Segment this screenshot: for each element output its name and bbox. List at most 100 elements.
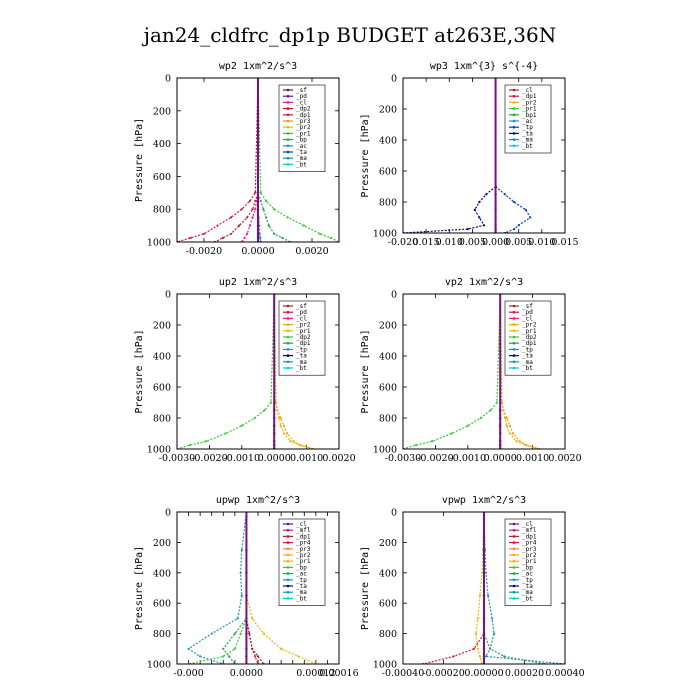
- vpwp-legend-marker: [512, 535, 516, 538]
- wp2-ytick-label: 800: [153, 205, 171, 216]
- wp2-legend-marker: [286, 113, 290, 117]
- wp3-point-tp: [524, 208, 527, 211]
- wp3-point-tp: [512, 200, 516, 204]
- wp2-legend-label: _bt: [296, 161, 307, 168]
- vp2-xtick-label: -0.0030: [385, 453, 421, 464]
- upwp-point-pr1: [297, 655, 300, 658]
- vpwp-legend-marker: [512, 547, 516, 551]
- up2-series-group: [177, 294, 315, 449]
- upwp-legend-marker: [286, 578, 290, 582]
- up2-ylabel: Pressure [hPa]: [134, 329, 145, 413]
- vp2-legend-label: _cl: [522, 315, 533, 322]
- wp2-ytick-label: 200: [153, 106, 171, 117]
- vpwp-legend-box: [504, 518, 552, 606]
- wp2-series-group: [177, 78, 339, 242]
- wp3-point-ta: [478, 216, 481, 219]
- wp2-legend-label: _bp: [296, 137, 307, 144]
- wp3-point-tp: [529, 216, 532, 219]
- upwp-series-pr4: [245, 512, 259, 664]
- wp2-xtick-label: 0.0020: [295, 246, 328, 257]
- vp2-ytick-label: 600: [379, 383, 397, 394]
- vpwp-point-pr4: [472, 647, 475, 650]
- up2-point-dp2: [263, 409, 266, 412]
- wp2-title: wp2 1xm^2/s^3: [219, 61, 297, 72]
- upwp-series-tp: [187, 512, 247, 664]
- wp2-point-bp: [262, 208, 265, 211]
- wp3-point-ta: [482, 224, 486, 227]
- up2-legend-label: _cl: [296, 315, 307, 322]
- vpwp-legend-marker: [512, 566, 516, 569]
- vp2-xtick-label: 0.0000: [484, 453, 517, 464]
- vpwp-series-pr1: [475, 512, 485, 664]
- up2-legend-label: _sf: [296, 303, 307, 310]
- upwp-legend-label: _ta: [296, 583, 307, 590]
- wp2-point-bp: [281, 236, 284, 239]
- up2-point-pr2: [292, 440, 295, 443]
- up2-legend-label: _ma: [296, 359, 307, 366]
- wp2-point-pr1: [273, 208, 276, 211]
- vpwp-legend-label: _pr2: [522, 552, 537, 559]
- up2-point-pr2: [274, 401, 277, 404]
- vpwp-legend-label: _ma: [522, 589, 533, 596]
- vpwp-ytick-label: 1000: [373, 660, 397, 671]
- vp2-point-pr2: [512, 432, 515, 435]
- vp2-legend-marker: [512, 317, 516, 320]
- wp2-point-cl: [243, 236, 246, 239]
- upwp-series-bp: [188, 512, 247, 664]
- up2-xtick-label: 0.0000: [258, 453, 291, 464]
- up2-legend-marker: [286, 304, 290, 308]
- vpwp-legend-label: _pr3: [522, 546, 537, 553]
- vpwp-panel: vpwp 1xm^2/s^3 Pressure [hPa] 0 200 400 600 80…: [360, 495, 585, 679]
- wp2-point-dp1: [202, 232, 206, 235]
- upwp-legend: _cl_mfl_dp1_pr4_pr3_pr2_pr1_bp_ac_tp_ta_…: [278, 518, 326, 606]
- wp3-legend-label: _ac: [522, 118, 533, 125]
- upwp-series-ac: [222, 512, 247, 664]
- wp3-legend-label: _cl: [522, 87, 533, 94]
- vp2-legend-label: _dp2: [522, 334, 537, 341]
- wp2-legend-label: _dp1: [296, 112, 311, 119]
- wp3-xtick-label: 0.010: [436, 237, 463, 248]
- vp2-point-pr2: [508, 424, 512, 427]
- upwp-legend-label: _pr4: [296, 540, 311, 547]
- vpwp-legend-label: _ta: [522, 583, 533, 590]
- wp2-point-cl: [254, 208, 257, 211]
- upwp-ytick-label: 0: [165, 508, 171, 519]
- vp2-point-dp2: [414, 444, 418, 447]
- up2-point-dp2: [269, 401, 273, 404]
- up2-point-pr2: [276, 409, 279, 412]
- up2-legend-label: _ta: [296, 353, 307, 360]
- up2-point-pr1: [282, 432, 286, 435]
- up2-legend-marker: [286, 354, 290, 357]
- upwp-ylabel: Pressure [hPa]: [134, 546, 145, 630]
- vp2-point-dp2: [450, 432, 453, 435]
- wp2-point-bp: [267, 224, 270, 227]
- up2-xtick-label: 0.0020: [322, 453, 355, 464]
- upwp-ytick-label: 1000: [147, 660, 171, 671]
- wp3-point-tp: [512, 228, 516, 231]
- vp2-legend: _sf_pd_cl_pr2_pr1_dp2_dp1_tp_ta_ma_bt: [504, 300, 552, 376]
- vpwp-legend-label: _pr1: [522, 558, 537, 565]
- upwp-point-pr1: [280, 647, 283, 650]
- wp2-legend: _sf_pd_cl_dp2_dp1_pr3_pr2_pr1_bp_ac_ta_m…: [278, 84, 326, 172]
- vpwp-legend-label: _bt: [522, 595, 533, 602]
- vp2-series-dp2: [403, 294, 501, 449]
- up2-legend-marker: [286, 329, 290, 333]
- wp3-legend-marker: [512, 132, 516, 135]
- wp2-point-pr1: [302, 224, 305, 227]
- vp2-point-pr1: [503, 416, 507, 420]
- wp3-point-ta: [473, 208, 476, 211]
- vp2-point-dp2: [479, 416, 482, 420]
- up2-legend-marker: [286, 341, 290, 345]
- wp2-legend-marker: [286, 150, 290, 154]
- up2-legend-marker: [286, 310, 290, 314]
- up2-series-dp2: [177, 294, 275, 449]
- vp2-legend-marker: [512, 310, 516, 314]
- upwp-legend-box: [278, 518, 326, 606]
- vp2-point-pr1: [505, 424, 508, 427]
- wp3-ytick-label: 800: [379, 198, 397, 209]
- vp2-legend-marker: [512, 354, 516, 357]
- vpwp-point-tp: [493, 632, 496, 635]
- wp2-legend-marker: [286, 94, 290, 98]
- upwp-point-bp: [239, 632, 242, 635]
- upwp-point-pr1: [251, 617, 254, 620]
